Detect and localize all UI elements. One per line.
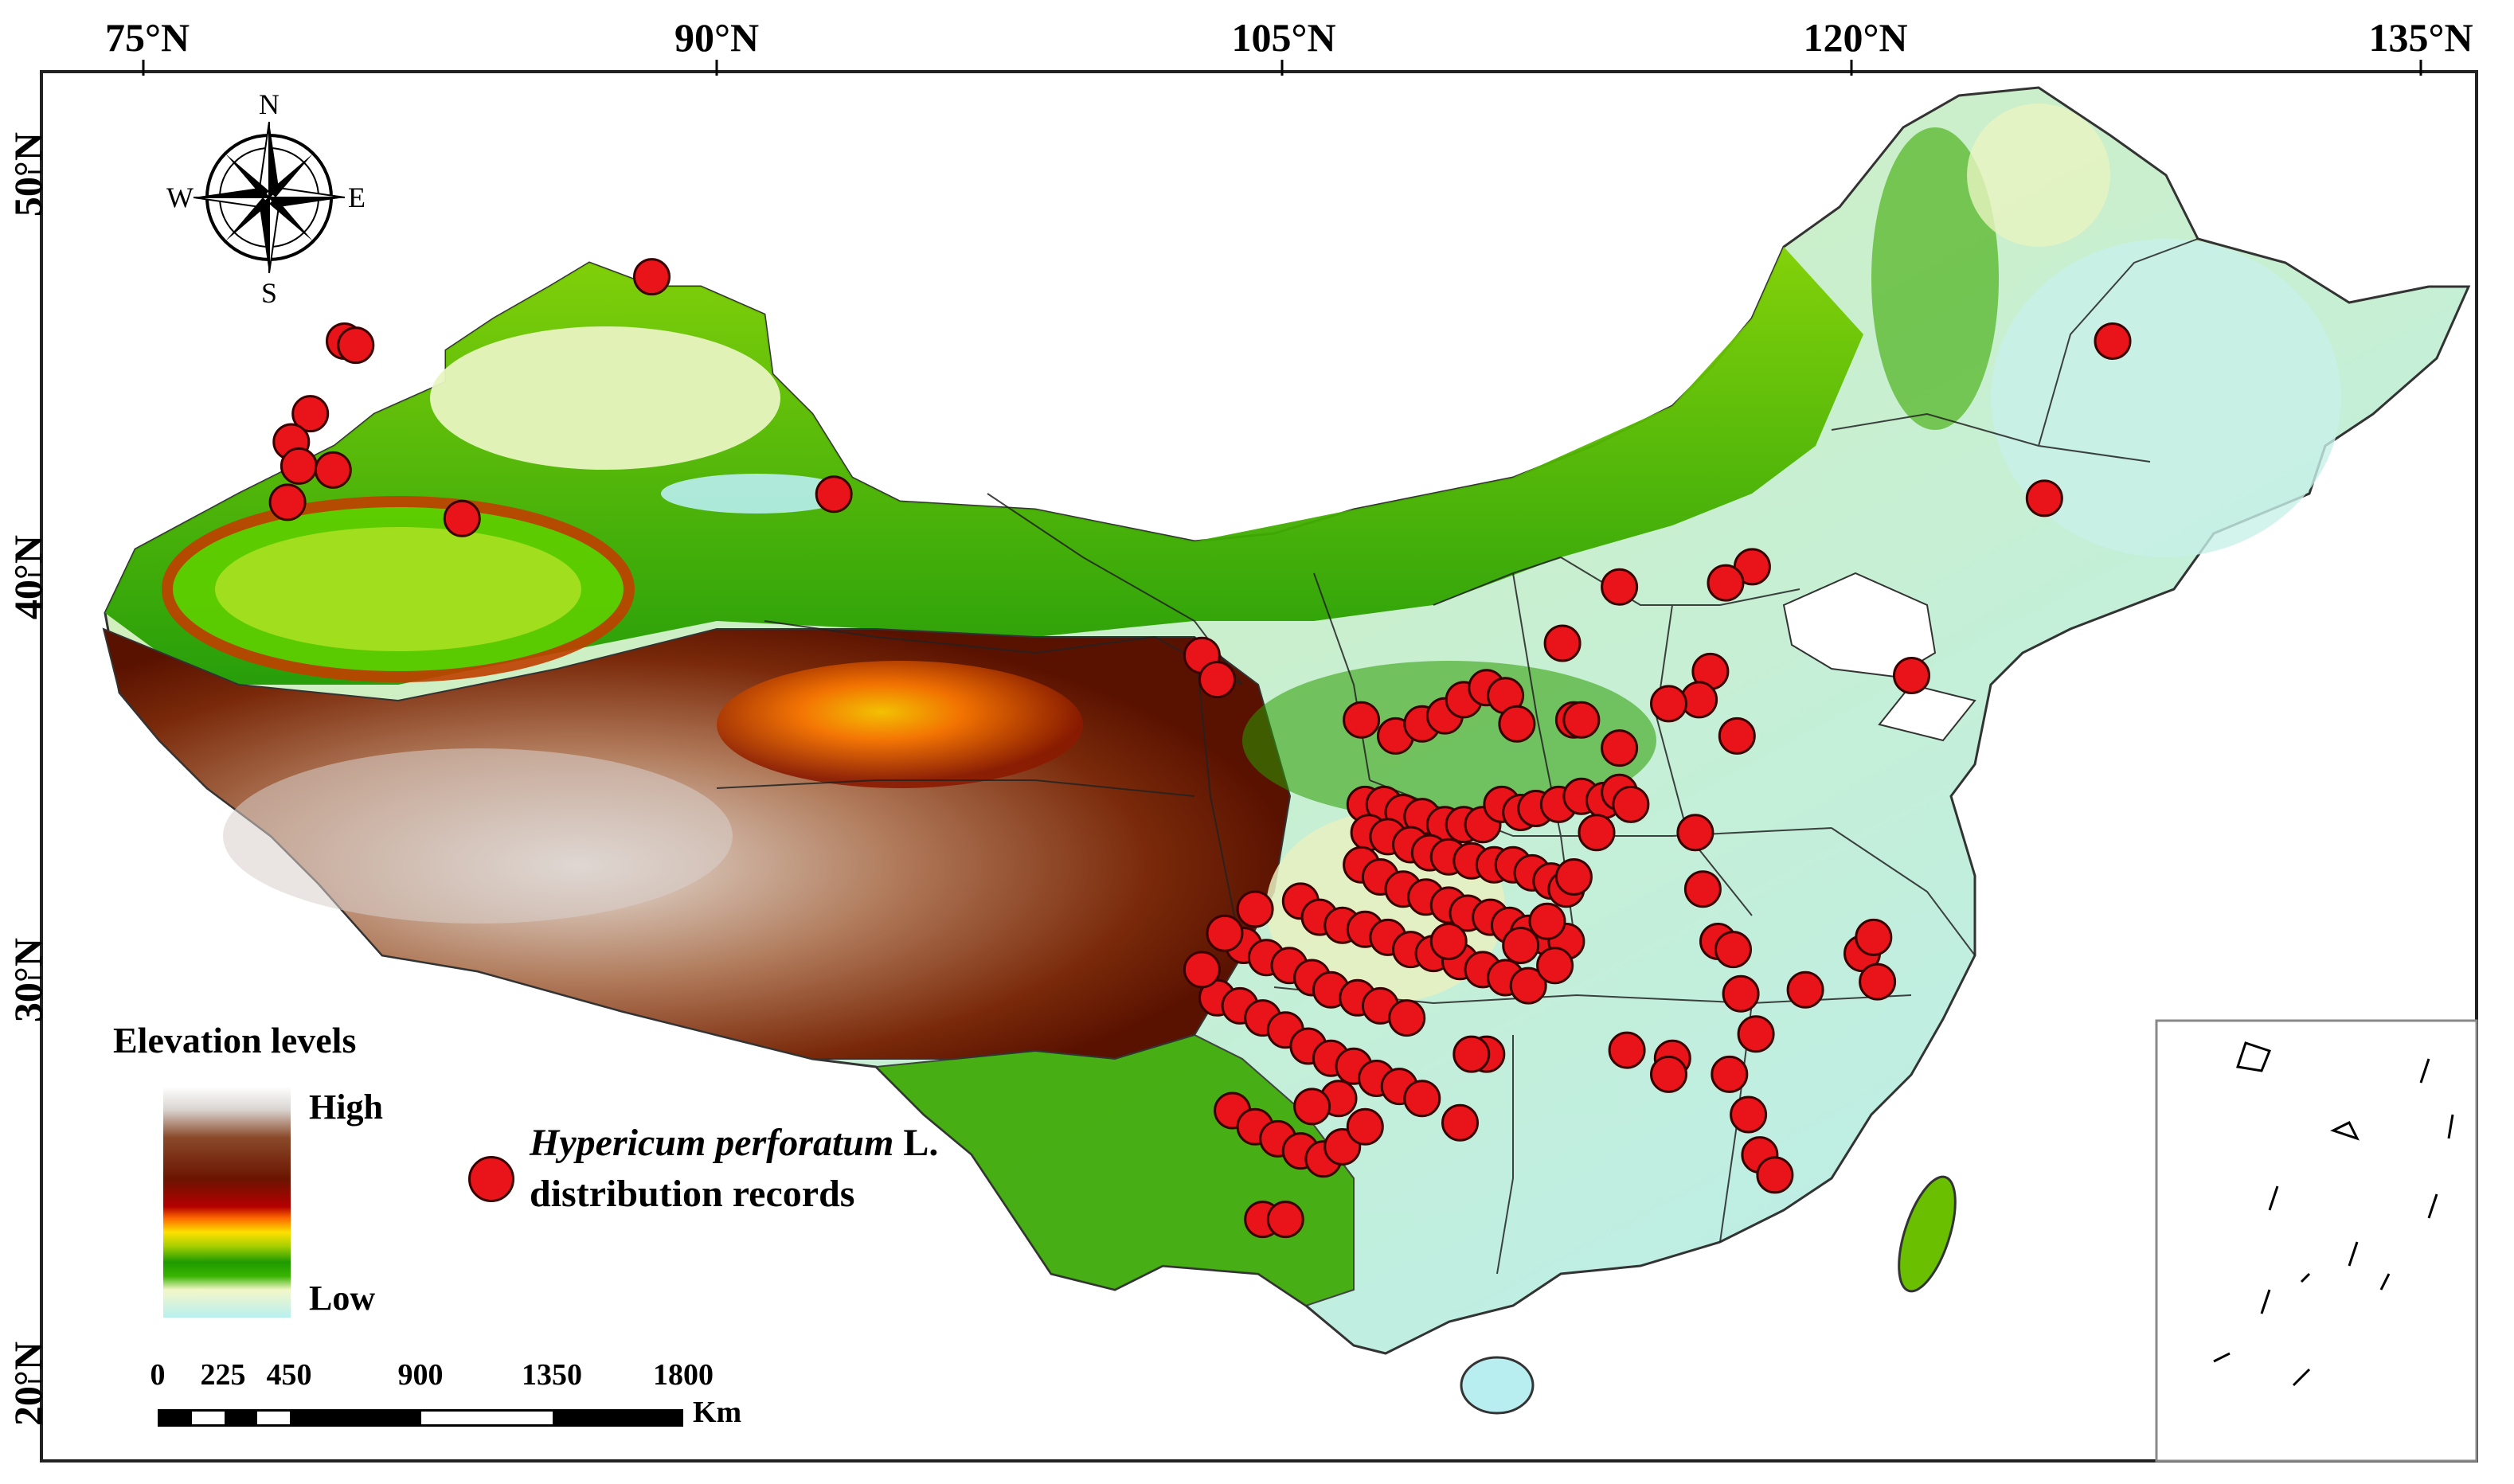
occurrence-point-79 (1509, 967, 1547, 1005)
occurrence-point-12 (1893, 657, 1930, 694)
lon-label-90: 90°N (674, 15, 760, 60)
scale-tick-1800: 1800 (653, 1358, 714, 1392)
elevation-legend-low: Low (309, 1279, 376, 1318)
scale-unit: Km (693, 1396, 742, 1429)
lon-label-135: 135°N (2368, 15, 2473, 60)
occurrence-point-123 (1722, 974, 1760, 1013)
compass-rose: N S E W (166, 88, 366, 309)
occurrence-point-11 (2025, 479, 2063, 517)
occurrence-point-129 (1608, 1031, 1646, 1069)
lat-label-30: 30°N (6, 937, 50, 1023)
occurrence-point-113 (1502, 927, 1540, 964)
occurrence-point-9 (815, 475, 853, 514)
occurrence-point-19 (1543, 624, 1582, 662)
occurrence-point-128 (1756, 1156, 1794, 1194)
elevation-legend-high: High (309, 1088, 383, 1127)
occurrence-points (268, 258, 2132, 1239)
hainan-island (1460, 1356, 1535, 1415)
lat-label-50: 50°N (6, 131, 50, 217)
lon-label-120: 120°N (1803, 15, 1908, 60)
occurrence-point-122 (1714, 931, 1752, 969)
occurrence-point-120 (1683, 870, 1722, 908)
occurrence-point-6 (268, 483, 307, 521)
species-legend-subtitle: distribution records (530, 1173, 855, 1215)
occurrence-point-138 (1293, 1088, 1331, 1126)
occurrence-point-18 (1601, 568, 1639, 606)
occurrence-point-101 (1183, 951, 1221, 989)
occurrence-point-31 (1562, 701, 1601, 739)
occurrence-point-116 (1578, 814, 1616, 852)
occurrence-point-110 (1266, 1201, 1304, 1239)
occurrence-point-4 (280, 447, 318, 485)
occurrence-point-88 (1388, 999, 1426, 1037)
compass-west: W (166, 182, 194, 213)
occurrence-point-17 (1718, 717, 1756, 755)
occurrence-point-8 (633, 258, 671, 296)
occurrence-point-126 (1730, 1095, 1768, 1134)
occurrence-point-100 (1236, 890, 1274, 928)
dzungaria-basin (430, 326, 780, 470)
occurrence-point-108 (1346, 1107, 1384, 1146)
scale-tick-225: 225 (200, 1358, 246, 1392)
species-legend-name: Hypericum perforatum L. (530, 1121, 938, 1165)
lat-label-20: 20°N (6, 1341, 50, 1427)
occurrence-point-119 (1676, 814, 1714, 852)
occurrence-point-22 (1343, 701, 1381, 739)
distribution-marker-swatch (468, 1156, 514, 1202)
occurrence-point-1 (337, 326, 375, 365)
scale-tick-450: 450 (266, 1358, 312, 1392)
compass-north: N (259, 88, 280, 120)
compass-east: E (348, 182, 366, 213)
occurrence-point-10 (2094, 322, 2132, 360)
occurrence-point-132 (1786, 970, 1824, 1009)
south-china-sea-inset (2155, 1019, 2478, 1463)
occurrence-point-117 (1601, 729, 1639, 767)
lat-label-40: 40°N (6, 534, 50, 620)
occurrence-point-21 (1198, 661, 1236, 699)
occurrence-point-124 (1737, 1015, 1775, 1053)
occurrence-point-139 (1429, 923, 1468, 960)
elevation-legend-title: Elevation levels (113, 1020, 357, 1060)
occurrence-point-5 (314, 451, 352, 489)
lon-label-75: 75°N (104, 15, 190, 60)
occurrence-point-111 (1441, 1103, 1479, 1142)
occurrence-point-80 (1536, 947, 1574, 985)
elevation-color-ramp (163, 1087, 291, 1318)
scale-tick-0: 0 (150, 1358, 166, 1392)
map-frame (40, 70, 2478, 1463)
occurrence-point-14 (1707, 564, 1745, 602)
scale-tick-900: 900 (397, 1358, 444, 1392)
occurrence-point-135 (1859, 963, 1897, 1001)
occurrence-point-115 (1554, 858, 1593, 896)
occurrence-point-134 (1855, 918, 1893, 956)
northeast-plain (1991, 239, 2341, 557)
scale-bar (158, 1409, 683, 1427)
occurrence-point-7 (443, 499, 481, 537)
occurrence-point-114 (1528, 902, 1566, 940)
occurrence-point-29 (1498, 705, 1536, 743)
occurrence-point-98 (1403, 1080, 1441, 1118)
occurrence-point-131 (1650, 1055, 1687, 1093)
occurrence-point-99 (1206, 914, 1244, 952)
taiwan-island (1898, 1175, 1957, 1293)
lon-label-105: 105°N (1231, 15, 1336, 60)
occurrence-point-2 (291, 395, 330, 433)
graticule-ticks (28, 60, 2422, 1383)
occurrence-point-136 (1452, 1035, 1491, 1073)
scale-tick-1350: 1350 (522, 1358, 582, 1392)
occurrence-point-118 (1650, 685, 1687, 723)
species-name-italic: Hypericum perforatum (530, 1122, 894, 1164)
occurrence-point-125 (1711, 1055, 1749, 1093)
species-authority: L. (903, 1122, 939, 1164)
compass-south: S (261, 277, 277, 309)
occurrence-point-46 (1612, 785, 1650, 823)
